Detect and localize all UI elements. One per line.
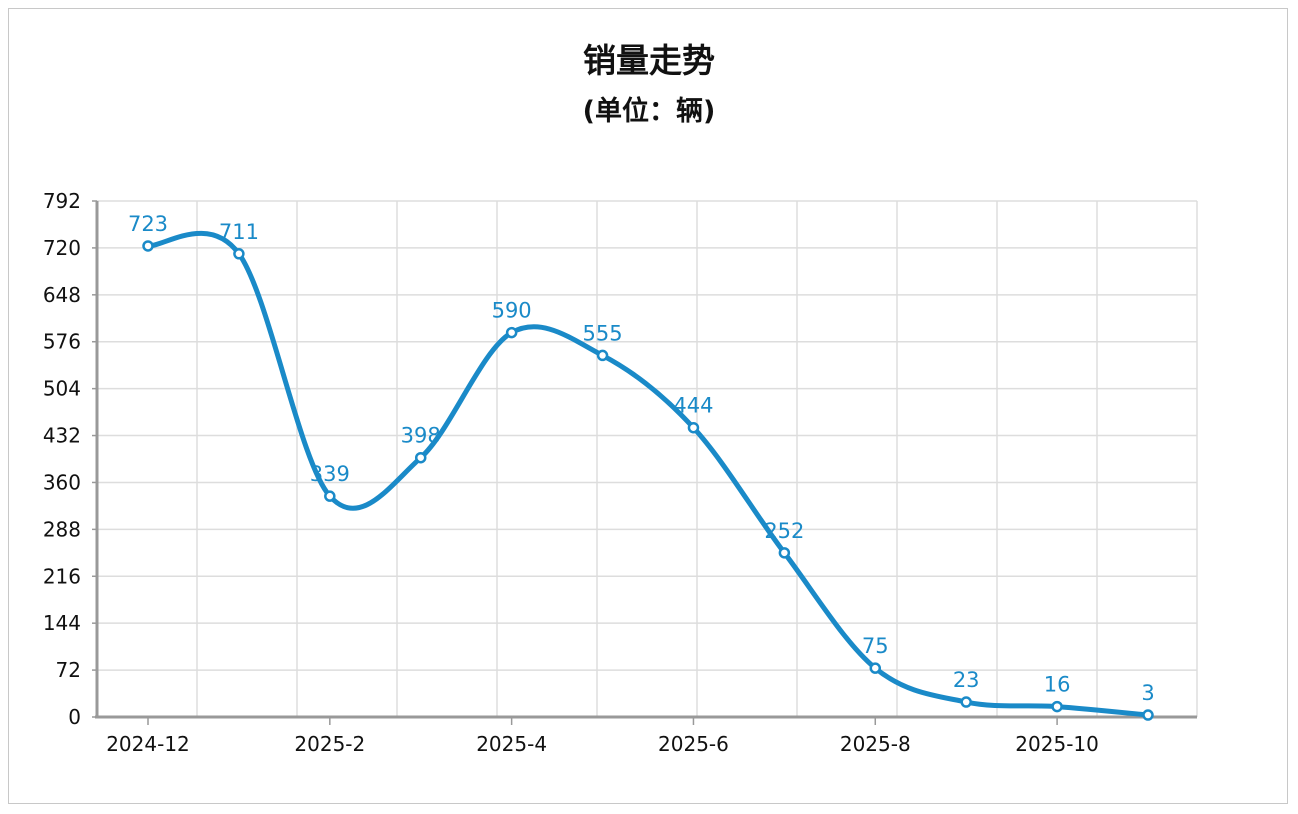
data-label: 75 bbox=[862, 634, 889, 658]
data-label: 444 bbox=[673, 394, 713, 418]
series-group bbox=[142, 230, 1154, 721]
data-point bbox=[869, 662, 882, 674]
data-labels: 723 711 339 398 590 555 444 252 75 23 16 3 bbox=[128, 212, 1155, 705]
x-tick-labels: 2024-12 2025-2 2025-4 2025-6 2025-8 2025-10 bbox=[106, 732, 1099, 756]
y-tick-label: 216 bbox=[43, 564, 81, 588]
y-tick-label: 432 bbox=[43, 424, 81, 448]
x-tick-label: 2025-6 bbox=[658, 732, 729, 756]
y-tick-label: 144 bbox=[43, 611, 81, 635]
x-tick-label: 2025-2 bbox=[294, 732, 365, 756]
data-point bbox=[324, 490, 336, 502]
data-label: 590 bbox=[492, 299, 532, 323]
data-label: 555 bbox=[582, 321, 622, 345]
y-tick-label: 720 bbox=[43, 236, 81, 260]
y-tick-label: 288 bbox=[43, 517, 81, 541]
data-label: 398 bbox=[401, 424, 441, 448]
y-tick-label: 504 bbox=[43, 377, 81, 401]
data-point bbox=[778, 547, 791, 559]
data-label: 252 bbox=[764, 519, 804, 543]
axes bbox=[92, 200, 1197, 725]
data-label: 339 bbox=[310, 462, 350, 486]
chart-subtitle: (单位：辆) bbox=[582, 96, 716, 127]
data-point bbox=[1051, 700, 1063, 713]
data-point bbox=[414, 451, 427, 464]
grid-lines bbox=[97, 200, 1198, 717]
data-point bbox=[1142, 709, 1154, 721]
y-tick-label: 576 bbox=[43, 330, 81, 354]
y-tick-label: 648 bbox=[43, 283, 81, 307]
y-tick-labels: 0 72 144 216 288 360 432 504 576 648 720 792 bbox=[43, 189, 81, 729]
data-point bbox=[687, 421, 700, 434]
data-point bbox=[505, 326, 518, 339]
y-tick-label: 792 bbox=[43, 189, 81, 213]
x-tick-label: 2025-10 bbox=[1015, 732, 1099, 756]
data-label: 3 bbox=[1141, 681, 1154, 705]
data-point bbox=[233, 248, 245, 260]
y-tick-label: 360 bbox=[43, 470, 81, 494]
y-tick-label: 0 bbox=[68, 705, 81, 729]
chart-frame bbox=[8, 8, 1288, 804]
y-tick-label: 72 bbox=[56, 658, 81, 682]
x-tick-label: 2025-4 bbox=[476, 732, 547, 756]
data-label: 711 bbox=[219, 220, 259, 244]
x-tick-label: 2024-12 bbox=[106, 732, 190, 756]
data-point bbox=[960, 696, 972, 708]
x-tick-label: 2025-8 bbox=[840, 732, 911, 756]
data-point bbox=[596, 349, 609, 362]
data-label: 23 bbox=[953, 668, 980, 692]
data-point bbox=[142, 240, 154, 252]
data-label: 723 bbox=[128, 212, 168, 236]
chart-title: 销量走势 bbox=[583, 41, 715, 80]
data-label: 16 bbox=[1044, 673, 1071, 697]
series-line bbox=[145, 230, 1151, 718]
